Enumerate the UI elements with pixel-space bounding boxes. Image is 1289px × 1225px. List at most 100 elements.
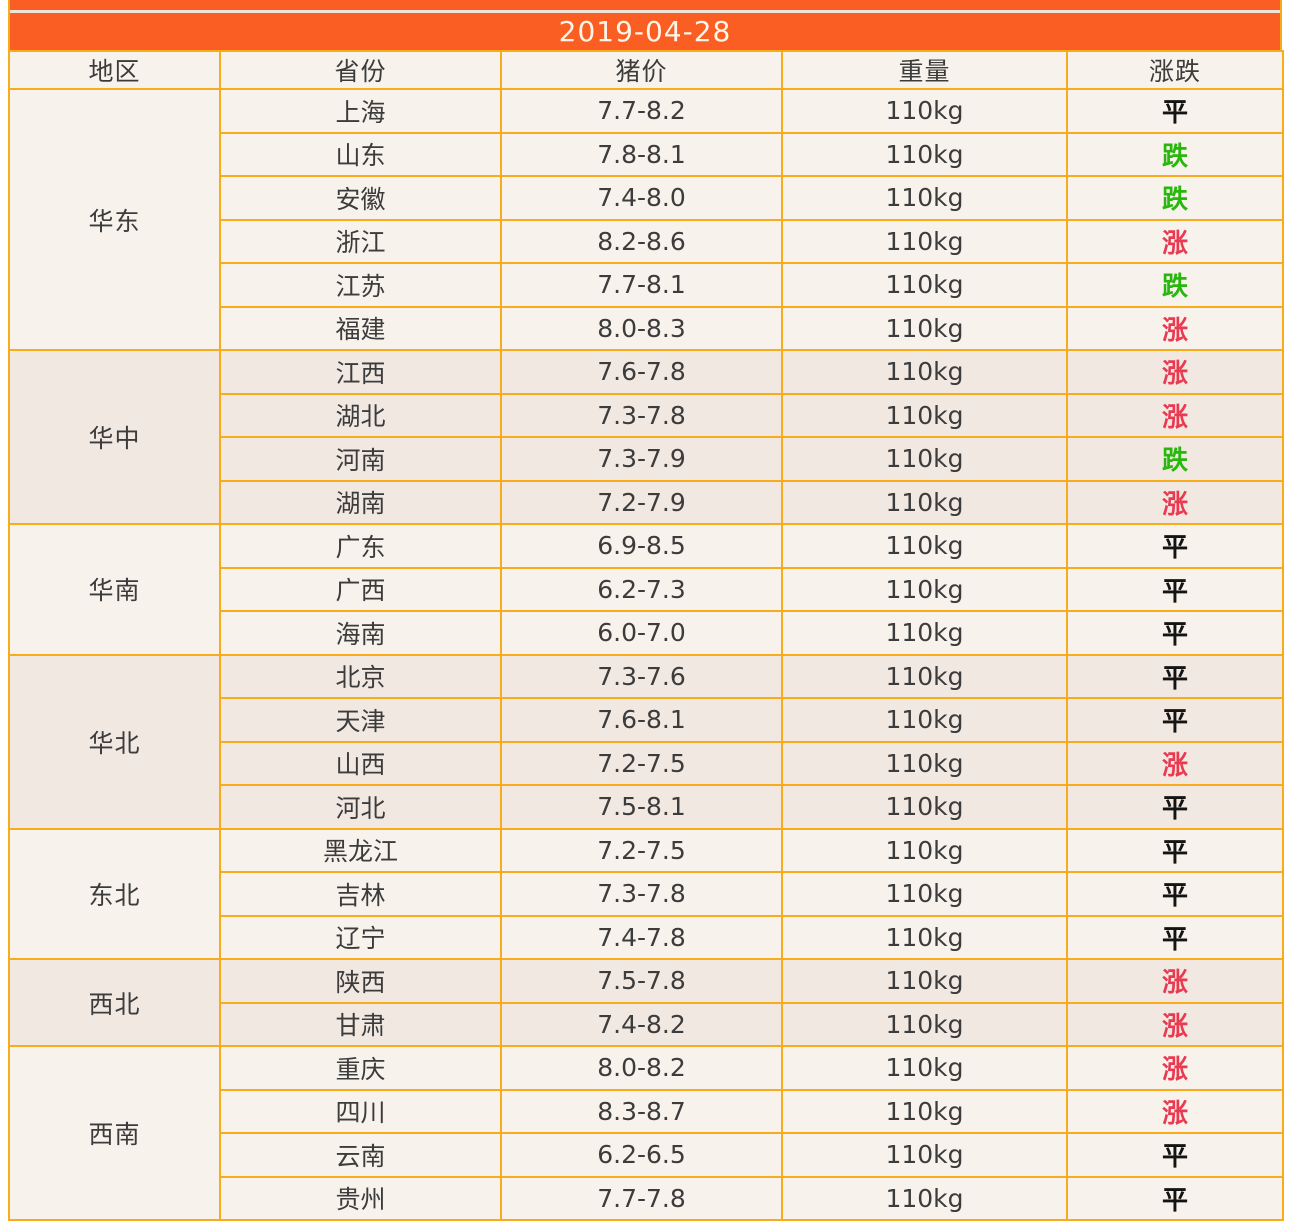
table-row: 天津 7.6-8.1 110kg 平 bbox=[9, 697, 1284, 743]
region-cell: 华北 bbox=[8, 653, 221, 830]
change-cell: 平 bbox=[1066, 1175, 1284, 1221]
table-body: 华东 上海 7.7-8.2 110kg 平山东 7.8-8.1 110kg 跌安徽 7.4-8.… bbox=[8, 88, 1284, 1221]
change-cell: 涨 bbox=[1066, 479, 1284, 525]
table-row: 山西 7.2-7.5 110kg 涨 bbox=[9, 740, 1284, 786]
change-cell: 涨 bbox=[1066, 740, 1284, 786]
weight-cell: 110kg bbox=[781, 523, 1068, 569]
top-banner-strip bbox=[8, 0, 1282, 10]
change-cell: 平 bbox=[1066, 610, 1284, 656]
price-cell: 6.2-7.3 bbox=[500, 566, 783, 612]
table-row: 福建 8.0-8.3 110kg 涨 bbox=[9, 305, 1284, 351]
weight-cell: 110kg bbox=[781, 436, 1068, 482]
col-header-weight: 重量 bbox=[781, 50, 1068, 90]
change-cell: 平 bbox=[1066, 784, 1284, 830]
col-header-change: 涨跌 bbox=[1066, 50, 1284, 90]
change-cell: 跌 bbox=[1066, 436, 1284, 482]
table-row: 云南 6.2-6.5 110kg 平 bbox=[9, 1132, 1284, 1178]
price-cell: 6.2-6.5 bbox=[500, 1132, 783, 1178]
price-cell: 7.2-7.5 bbox=[500, 827, 783, 873]
table-row: 华东 上海 7.7-8.2 110kg 平 bbox=[8, 88, 1284, 351]
change-cell: 涨 bbox=[1066, 305, 1284, 351]
price-cell: 7.6-8.1 bbox=[500, 697, 783, 743]
change-cell: 跌 bbox=[1066, 131, 1284, 177]
province-cell: 吉林 bbox=[219, 871, 502, 917]
price-cell: 6.0-7.0 bbox=[500, 610, 783, 656]
price-cell: 7.5-7.8 bbox=[500, 958, 783, 1004]
weight-cell: 110kg bbox=[781, 175, 1068, 221]
change-cell: 涨 bbox=[1066, 392, 1284, 438]
region-cell: 华南 bbox=[8, 523, 221, 656]
region-cell: 西南 bbox=[8, 1045, 221, 1221]
table-row: 安徽 7.4-8.0 110kg 跌 bbox=[9, 175, 1284, 221]
province-cell: 安徽 bbox=[219, 175, 502, 221]
region-cell: 华中 bbox=[8, 349, 221, 525]
province-cell: 河南 bbox=[219, 436, 502, 482]
table-row: 辽宁 7.4-7.8 110kg 平 bbox=[9, 914, 1284, 960]
weight-cell: 110kg bbox=[781, 392, 1068, 438]
region-cell: 西北 bbox=[8, 958, 221, 1047]
col-header-price: 猪价 bbox=[500, 50, 783, 90]
province-cell: 江西 bbox=[219, 349, 502, 395]
weight-cell: 110kg bbox=[781, 653, 1068, 699]
weight-cell: 110kg bbox=[781, 1175, 1068, 1221]
change-cell: 涨 bbox=[1066, 1001, 1284, 1047]
region-cell: 东北 bbox=[8, 827, 221, 960]
province-cell: 天津 bbox=[219, 697, 502, 743]
province-cell: 湖南 bbox=[219, 479, 502, 525]
weight-cell: 110kg bbox=[781, 479, 1068, 525]
change-cell: 跌 bbox=[1066, 175, 1284, 221]
price-cell: 7.7-8.2 bbox=[500, 88, 783, 134]
province-cell: 重庆 bbox=[219, 1045, 502, 1091]
banner-separator bbox=[8, 10, 1282, 13]
province-cell: 贵州 bbox=[219, 1175, 502, 1221]
province-cell: 福建 bbox=[219, 305, 502, 351]
price-cell: 7.8-8.1 bbox=[500, 131, 783, 177]
province-cell: 北京 bbox=[219, 653, 502, 699]
change-cell: 平 bbox=[1066, 88, 1284, 134]
change-cell: 平 bbox=[1066, 914, 1284, 960]
weight-cell: 110kg bbox=[781, 262, 1068, 308]
weight-cell: 110kg bbox=[781, 827, 1068, 873]
region-cell: 华东 bbox=[8, 88, 221, 351]
price-cell: 7.2-7.9 bbox=[500, 479, 783, 525]
price-cell: 7.3-7.9 bbox=[500, 436, 783, 482]
province-cell: 广东 bbox=[219, 523, 502, 569]
weight-cell: 110kg bbox=[781, 784, 1068, 830]
table-row: 华南 广东 6.9-8.5 110kg 平 bbox=[8, 523, 1284, 656]
weight-cell: 110kg bbox=[781, 88, 1068, 134]
weight-cell: 110kg bbox=[781, 566, 1068, 612]
price-cell: 7.3-7.6 bbox=[500, 653, 783, 699]
price-cell: 7.7-7.8 bbox=[500, 1175, 783, 1221]
table-row: 西南 重庆 8.0-8.2 110kg 涨 bbox=[8, 1045, 1284, 1221]
table-row: 江苏 7.7-8.1 110kg 跌 bbox=[9, 262, 1284, 308]
province-cell: 江苏 bbox=[219, 262, 502, 308]
table-row: 东北 黑龙江 7.2-7.5 110kg 平 bbox=[8, 827, 1284, 960]
weight-cell: 110kg bbox=[781, 305, 1068, 351]
col-header-province: 省份 bbox=[219, 50, 502, 90]
weight-cell: 110kg bbox=[781, 218, 1068, 264]
change-cell: 跌 bbox=[1066, 262, 1284, 308]
change-cell: 平 bbox=[1066, 827, 1284, 873]
price-cell: 8.0-8.2 bbox=[500, 1045, 783, 1091]
table-row: 海南 6.0-7.0 110kg 平 bbox=[9, 610, 1284, 656]
change-cell: 涨 bbox=[1066, 1045, 1284, 1091]
change-cell: 平 bbox=[1066, 697, 1284, 743]
weight-cell: 110kg bbox=[781, 958, 1068, 1004]
change-cell: 平 bbox=[1066, 871, 1284, 917]
table-row: 西北 陕西 7.5-7.8 110kg 涨 bbox=[8, 958, 1284, 1047]
change-cell: 涨 bbox=[1066, 218, 1284, 264]
province-cell: 云南 bbox=[219, 1132, 502, 1178]
weight-cell: 110kg bbox=[781, 1001, 1068, 1047]
date-banner: 2019-04-28 bbox=[8, 13, 1282, 50]
table-row: 华中 江西 7.6-7.8 110kg 涨 bbox=[8, 349, 1284, 525]
table-row: 河北 7.5-8.1 110kg 平 bbox=[9, 784, 1284, 830]
price-cell: 7.4-8.0 bbox=[500, 175, 783, 221]
weight-cell: 110kg bbox=[781, 914, 1068, 960]
province-cell: 湖北 bbox=[219, 392, 502, 438]
province-cell: 河北 bbox=[219, 784, 502, 830]
price-cell: 8.0-8.3 bbox=[500, 305, 783, 351]
pig-price-table: 地区 省份 猪价 重量 涨跌 华东 上海 7.7-8.2 110kg 平山东 7.8-8.… bbox=[8, 50, 1284, 1221]
weight-cell: 110kg bbox=[781, 131, 1068, 177]
weight-cell: 110kg bbox=[781, 871, 1068, 917]
